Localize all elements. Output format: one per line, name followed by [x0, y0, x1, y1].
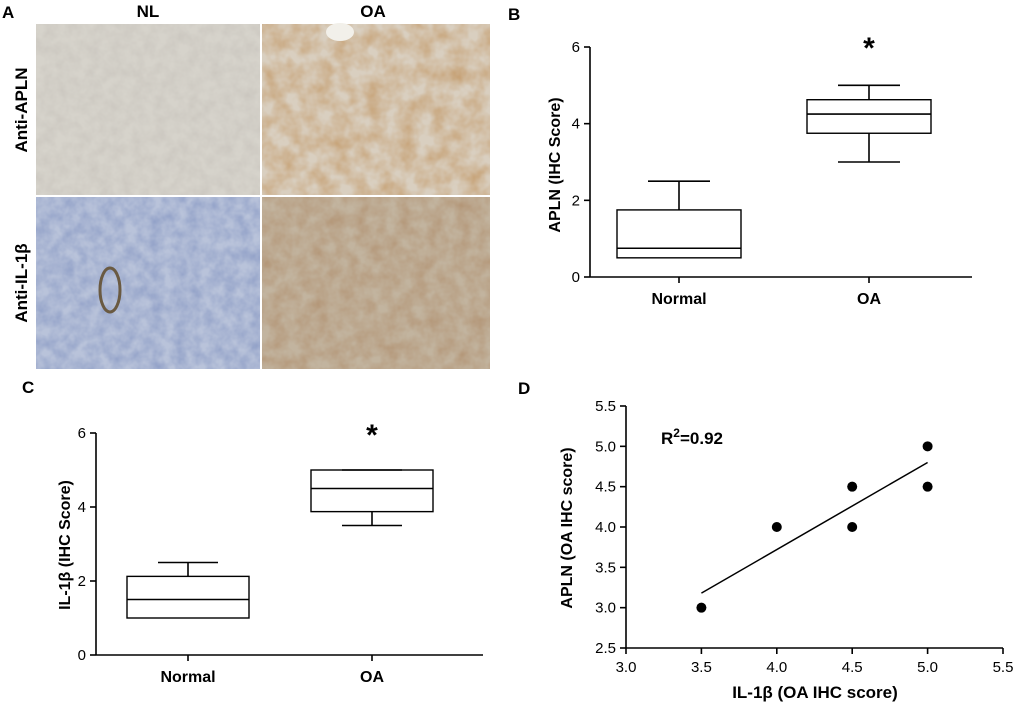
y-tick-label: 2: [572, 192, 580, 209]
significance-asterisk: *: [863, 32, 875, 65]
y-tick-label: 4: [572, 116, 580, 133]
x-category-label: OA: [360, 669, 384, 686]
panel-a-letter: A: [2, 3, 14, 22]
significance-asterisk: *: [366, 419, 378, 452]
y-tick-label: 3.5: [595, 559, 616, 576]
chart-b-ylabel: APLN (IHC Score): [547, 97, 564, 232]
scatter-point: [696, 602, 707, 613]
scatter-point: [922, 481, 933, 492]
y-tick-label: 0: [78, 647, 86, 664]
regression-line: [701, 461, 928, 594]
chart-c-ylabel: IL-1β (IHC Score): [57, 480, 74, 610]
box-normal: [616, 209, 742, 259]
micrograph-nl-il1b: [36, 197, 260, 369]
panel-d: D APLN (OA IHC score) IL-1β (OA IHC scor…: [518, 379, 1013, 702]
chart-d: 2.53.03.54.04.55.05.53.0 3.5 4.0 4.5 5.0 5.5: [595, 398, 1013, 676]
x-tick-label: 3.0: [616, 659, 637, 676]
panel-d-letter: D: [518, 379, 530, 398]
x-tick-label: 3.5: [691, 659, 712, 676]
x-tick-label: 4.0: [766, 659, 787, 676]
y-tick-label: 5.0: [595, 438, 616, 455]
box-oa: [310, 469, 434, 513]
y-tick-label: 4: [78, 499, 86, 516]
scatter-point: [847, 481, 858, 492]
scatter-point: [771, 522, 782, 532]
x-category-label: Normal: [160, 669, 215, 686]
x-category-label: OA: [857, 291, 881, 308]
y-tick-label: 4.5: [595, 479, 616, 496]
x-tick-label: 5.0: [917, 659, 938, 676]
r2-superscript: 2: [673, 426, 680, 440]
box-oa: [806, 99, 932, 134]
panel-b-letter: B: [508, 5, 520, 24]
micrograph-nl-apln: [36, 24, 260, 195]
x-tick-label: 5.5: [993, 659, 1014, 676]
x-tick-label: 4.5: [842, 659, 863, 676]
micrograph-oa-apln: [262, 23, 490, 195]
scatter-point: [847, 522, 858, 532]
row-label-anti-apln: Anti-APLN: [12, 68, 31, 153]
chart-b: 0 2 4 6 Normal OA *: [572, 32, 972, 308]
y-tick-label: 5.5: [595, 398, 616, 415]
box-normal: [126, 575, 250, 619]
chart-d-xlabel: IL-1β (OA IHC score): [732, 683, 898, 702]
panel-c-letter: C: [22, 378, 34, 397]
panel-b: B APLN (IHC Score) 0 2 4 6 Normal OA *: [508, 5, 972, 308]
scatter-point: [922, 441, 933, 452]
r2-value: =0.92: [680, 429, 723, 448]
micrograph-oa-il1b: [262, 197, 490, 369]
y-tick-label: 2: [78, 573, 86, 590]
col-label-oa: OA: [360, 2, 386, 21]
panel-a: A NL OA Anti-APLN Anti-IL-1β: [2, 2, 490, 369]
chart-d-r2-annotation: R2=0.92: [661, 426, 723, 448]
panel-c: C IL-1β (IHC Score) 0 2 4 6 Normal OA *: [22, 378, 483, 686]
y-tick-label: 6: [572, 39, 580, 56]
y-tick-label: 0: [572, 269, 580, 286]
y-tick-label: 2.5: [595, 640, 616, 657]
y-tick-label: 4.0: [595, 519, 616, 536]
y-tick-label: 3.0: [595, 600, 616, 617]
y-tick-label: 6: [78, 425, 86, 442]
r2-prefix: R: [661, 429, 673, 448]
row-label-anti-il1b: Anti-IL-1β: [12, 243, 31, 322]
x-category-label: Normal: [651, 291, 706, 308]
chart-d-ylabel: APLN (OA IHC score): [559, 447, 576, 608]
col-label-nl: NL: [137, 2, 160, 21]
chart-c: 0 2 4 6 Normal OA *: [78, 419, 483, 686]
